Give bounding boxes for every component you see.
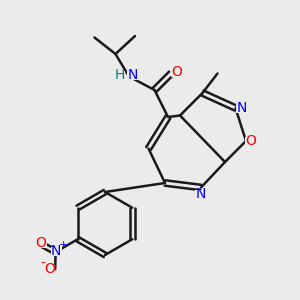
Bar: [245, 136, 257, 146]
Bar: [50, 247, 62, 256]
Text: N: N: [128, 68, 138, 82]
Bar: [35, 239, 47, 248]
Text: +: +: [58, 240, 68, 250]
Bar: [44, 265, 56, 274]
Text: N: N: [236, 101, 247, 115]
Text: N: N: [196, 187, 206, 201]
Bar: [195, 190, 207, 199]
Text: O: O: [172, 65, 182, 79]
Text: N: N: [51, 244, 62, 258]
Text: -: -: [40, 256, 45, 269]
Text: H: H: [115, 68, 125, 82]
Bar: [127, 70, 138, 80]
Bar: [115, 71, 125, 79]
Text: O: O: [246, 134, 256, 148]
Bar: [236, 103, 247, 112]
Text: O: O: [36, 236, 46, 250]
Text: O: O: [44, 262, 55, 276]
Bar: [171, 68, 183, 76]
